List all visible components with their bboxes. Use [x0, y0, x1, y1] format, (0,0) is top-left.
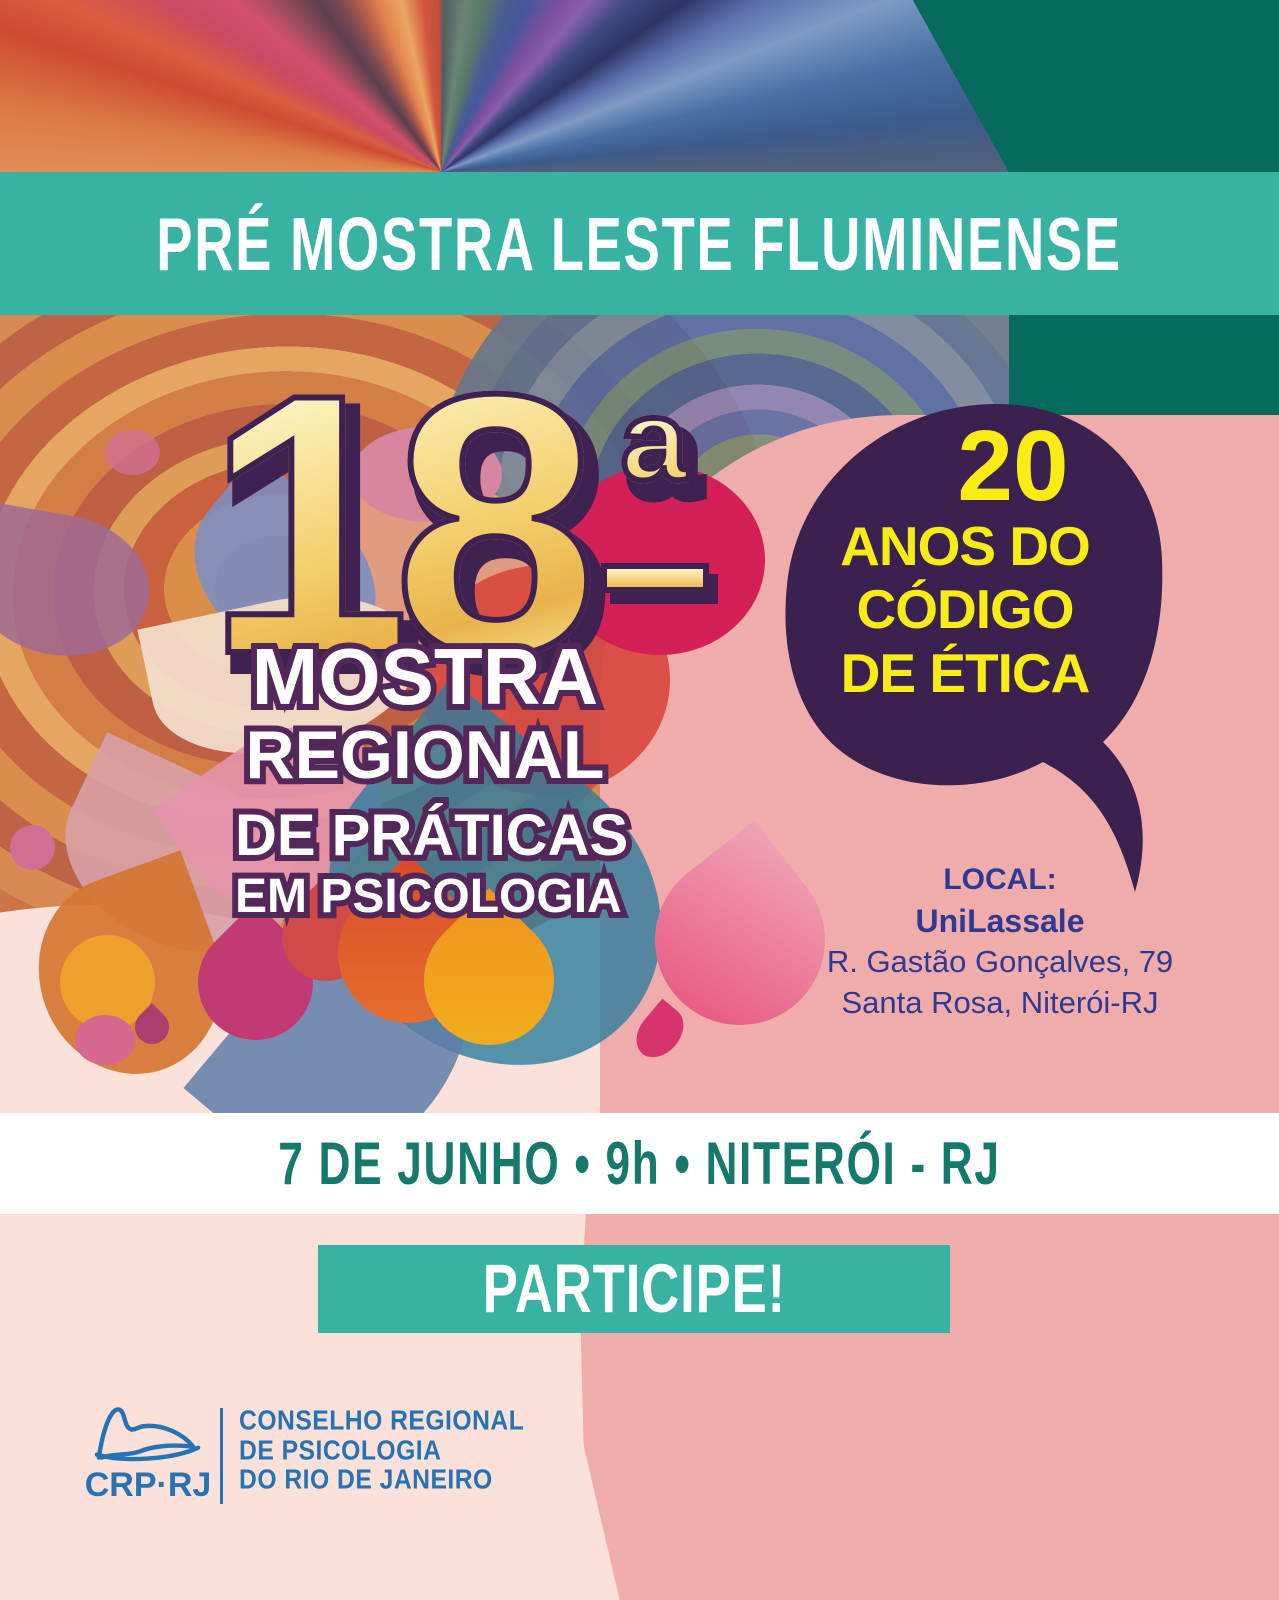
location-address: Santa Rosa, Niterói-RJ: [841, 984, 1159, 1020]
badge-line: DE ÉTICA: [840, 641, 1091, 704]
top-artwork: [0, 0, 1279, 172]
logo-divider: [220, 1408, 223, 1504]
edition-number: 18 ª: [202, 336, 703, 713]
banner-text: PRÉ MOSTRA LESTE FLUMINENSE: [156, 201, 1123, 286]
location-label: LOCAL:: [943, 863, 1057, 896]
decorative-blob: [10, 825, 55, 870]
crp-logo-block: CRP·RJ CONSELHO REGIONAL DE PSICOLOGIA D…: [85, 1402, 539, 1505]
title-line: DE PRÁTICAS: [235, 807, 628, 866]
participate-button[interactable]: PARTICIPE!: [318, 1245, 950, 1333]
decorative-blob: [105, 430, 160, 475]
event-title: MOSTRA REGIONAL DE PRÁTICAS EM PSICOLOGI…: [235, 637, 628, 922]
poster-footer: PARTICIPE! CRP·RJ CONSELHO REGIONAL DE P…: [0, 1214, 1279, 1600]
badge-line: 20: [957, 410, 1069, 522]
ethics-badge-bubble: [785, 403, 1163, 892]
badge-line: ANOS DO: [840, 515, 1091, 577]
date-text: 7 DE JUNHO • 9h • NITERÓI - RJ: [278, 1129, 1001, 1198]
crp-logo-sketch: [94, 1407, 201, 1462]
ordinal-indicator: ª: [606, 388, 703, 587]
pre-mostra-banner: PRÉ MOSTRA LESTE FLUMINENSE: [0, 172, 1279, 315]
badge-line: CÓDIGO: [856, 578, 1074, 641]
org-name-line: CONSELHO REGIONAL: [239, 1403, 525, 1437]
edition-number-digits: 18: [202, 336, 607, 712]
crp-logo: CRP·RJ: [85, 1402, 211, 1505]
poster-artwork: 20 ANOS DO CÓDIGO DE ÉTICA 18 ª MOSTRA R…: [0, 315, 1279, 1113]
org-name-line: DO RIO DE JANEIRO: [239, 1462, 493, 1496]
org-name-line: DE PSICOLOGIA: [239, 1433, 442, 1466]
location-info: LOCAL: UniLassale R. Gastão Gonçalves, 7…: [780, 860, 1220, 1024]
ethics-badge: 20 ANOS DO CÓDIGO DE ÉTICA: [800, 410, 1130, 705]
decorative-blob: [75, 1015, 135, 1065]
title-line: MOSTRA: [252, 637, 599, 718]
title-line: REGIONAL: [246, 721, 605, 789]
crp-acronym: CRP·RJ: [84, 1466, 212, 1504]
location-venue: UniLassale: [915, 902, 1085, 939]
title-line: EM PSICOLOGIA: [235, 873, 622, 922]
location-address: R. Gastão Gonçalves, 79: [826, 943, 1174, 979]
date-banner: 7 DE JUNHO • 9h • NITERÓI - RJ: [0, 1113, 1279, 1214]
org-name: CONSELHO REGIONAL DE PSICOLOGIA DO RIO D…: [239, 1402, 539, 1505]
participate-label: PARTICIPE!: [482, 1251, 786, 1327]
